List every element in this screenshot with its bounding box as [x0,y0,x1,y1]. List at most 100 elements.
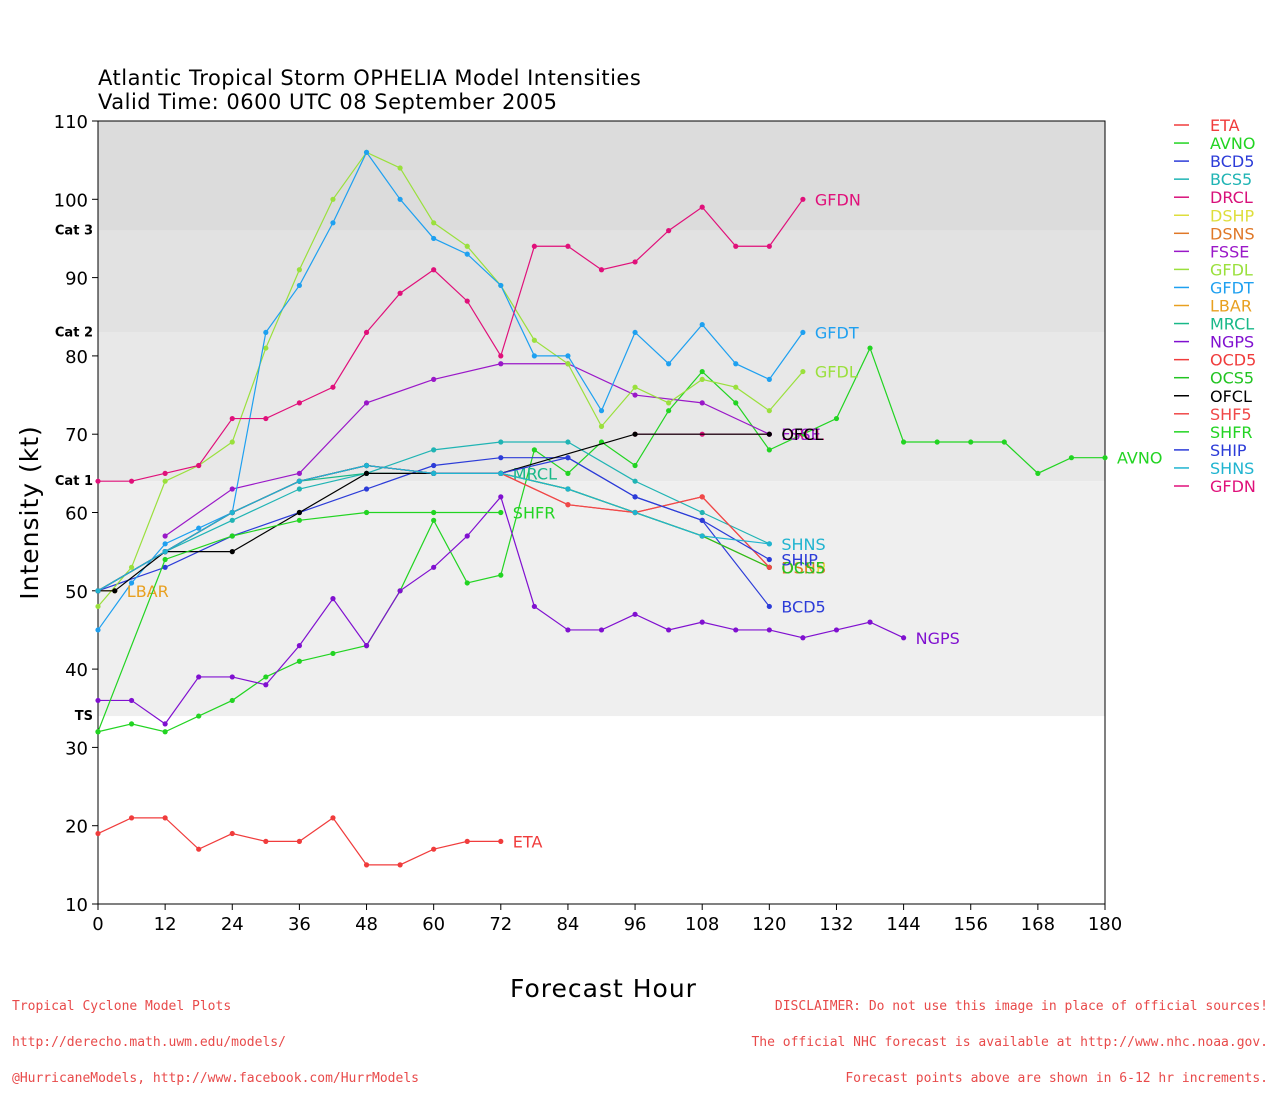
data-point-gfdt [296,282,302,289]
data-point-bcd5 [498,455,504,461]
data-point-fsse [229,486,235,492]
data-point-ngps [330,596,336,602]
data-point-gfdt [699,321,705,328]
data-point-eta [95,830,101,837]
data-point-ngps [833,627,840,633]
data-point-gfdt [263,329,269,336]
data-point-gfdn [363,329,370,336]
data-point-gfdt [565,353,571,359]
data-point-gfdt [95,627,101,633]
data-point-gfdl [598,423,605,429]
series-line-gfdn [98,198,804,482]
series-end-label-drcl: DRCL [781,425,824,444]
data-point-avno [263,674,269,680]
series-end-label-gfdt: GFDT [815,323,859,342]
data-point-shfr [363,509,370,516]
data-point-avno [968,439,974,445]
series-line-fsse [164,363,770,537]
y-tick-label: 70 [65,425,88,446]
y-axis-label: Intensity (kt) [15,425,44,600]
legend-label-bcs5: BCS5 [1210,170,1252,189]
legend-label-ofcl: OFCL [1210,387,1252,406]
data-point-gfdl [397,165,403,171]
data-point-ship [565,455,571,461]
data-point-gfdl [733,384,739,390]
legend-label-ngps: NGPS [1210,333,1254,352]
chart-subtitle: Valid Time: 0600 UTC 08 September 2005 [98,90,558,114]
legend-label-shfr: SHFR [1210,423,1253,442]
data-point-gfdl [766,408,772,414]
data-point-ofcl [766,431,772,437]
data-point-bcs5 [565,439,571,445]
y-tick-label: 50 [65,582,88,603]
data-point-avno [800,431,806,437]
data-point-gfdl [666,400,672,406]
series-end-label-shns: SHNS [781,535,825,554]
data-point-gfdt [397,196,403,202]
legend-label-shf5: SHF5 [1210,405,1252,424]
band-label: TS [75,709,93,724]
data-point-gfdl [800,368,806,375]
x-tick-label: 72 [489,914,512,935]
series-end-label-shfr: SHFR [513,504,556,523]
data-point-ngps [128,697,135,704]
x-tick-label: 144 [886,914,920,935]
chart-title: Atlantic Tropical Storm OPHELIA Model In… [98,66,642,90]
data-point-gfdn [666,228,672,234]
x-tick-label: 132 [819,914,853,935]
data-point-bcd5 [162,564,168,570]
legend-label-drcl: DRCL [1210,188,1253,207]
band-cat-2 [98,230,1105,333]
series-end-label-fsse: FSSE [781,425,820,444]
series-end-label-gfdn: GFDN [815,190,861,209]
data-point-gfdn [598,267,605,273]
x-tick-label: 60 [422,914,445,935]
data-point-avno [431,517,437,523]
data-point-gfdn [162,470,168,476]
legend-label-dshp: DSHP [1210,206,1255,225]
y-tick-label: 100 [54,190,88,211]
data-point-eta [431,846,437,852]
data-point-gfdt [800,329,806,336]
data-point-ngps [901,635,907,641]
data-point-shfr [498,509,504,516]
band-label: Cat 3 [55,224,93,239]
data-point-gfdn [196,462,202,469]
data-point-shfr [296,517,302,523]
data-point-eta [229,830,235,837]
series-end-label-eta: ETA [513,832,543,851]
data-point-ngps [95,697,101,704]
data-point-ngps [598,627,605,633]
data-point-gfdl [95,603,101,610]
data-point-gfdt [162,541,168,547]
data-point-avno [1001,439,1007,445]
data-point-gfdn [699,204,705,210]
data-point-bcd5 [363,486,370,492]
data-point-ngps [766,627,772,633]
data-point-ngps [296,643,302,649]
data-point-eta [196,846,202,852]
data-point-gfdl [128,564,135,570]
data-point-gfdt [363,149,370,155]
band-label: Cat 1 [55,474,93,489]
data-point-fsse [363,400,370,406]
data-point-shns [363,462,370,469]
data-point-ngps [263,682,269,688]
y-tick-label: 10 [65,895,88,916]
data-point-eta [464,838,470,844]
data-point-avno [229,697,235,704]
data-point-ship [699,517,705,523]
data-point-ship [766,556,772,563]
data-point-eta [397,862,403,868]
data-point-gfdt [330,220,336,226]
series-end-label-bcd5: BCD5 [781,597,825,616]
data-point-fsse [699,400,705,406]
data-point-gfdn [95,478,101,484]
legend-label-eta: ETA [1210,116,1240,135]
series-end-label-avno: AVNO [1117,449,1162,468]
series-line-ofcl [98,433,770,592]
data-point-gfdl [632,384,638,390]
legend-label-gfdt: GFDT [1210,278,1254,297]
data-point-gfdn [263,415,269,422]
x-tick-label: 156 [954,914,988,935]
